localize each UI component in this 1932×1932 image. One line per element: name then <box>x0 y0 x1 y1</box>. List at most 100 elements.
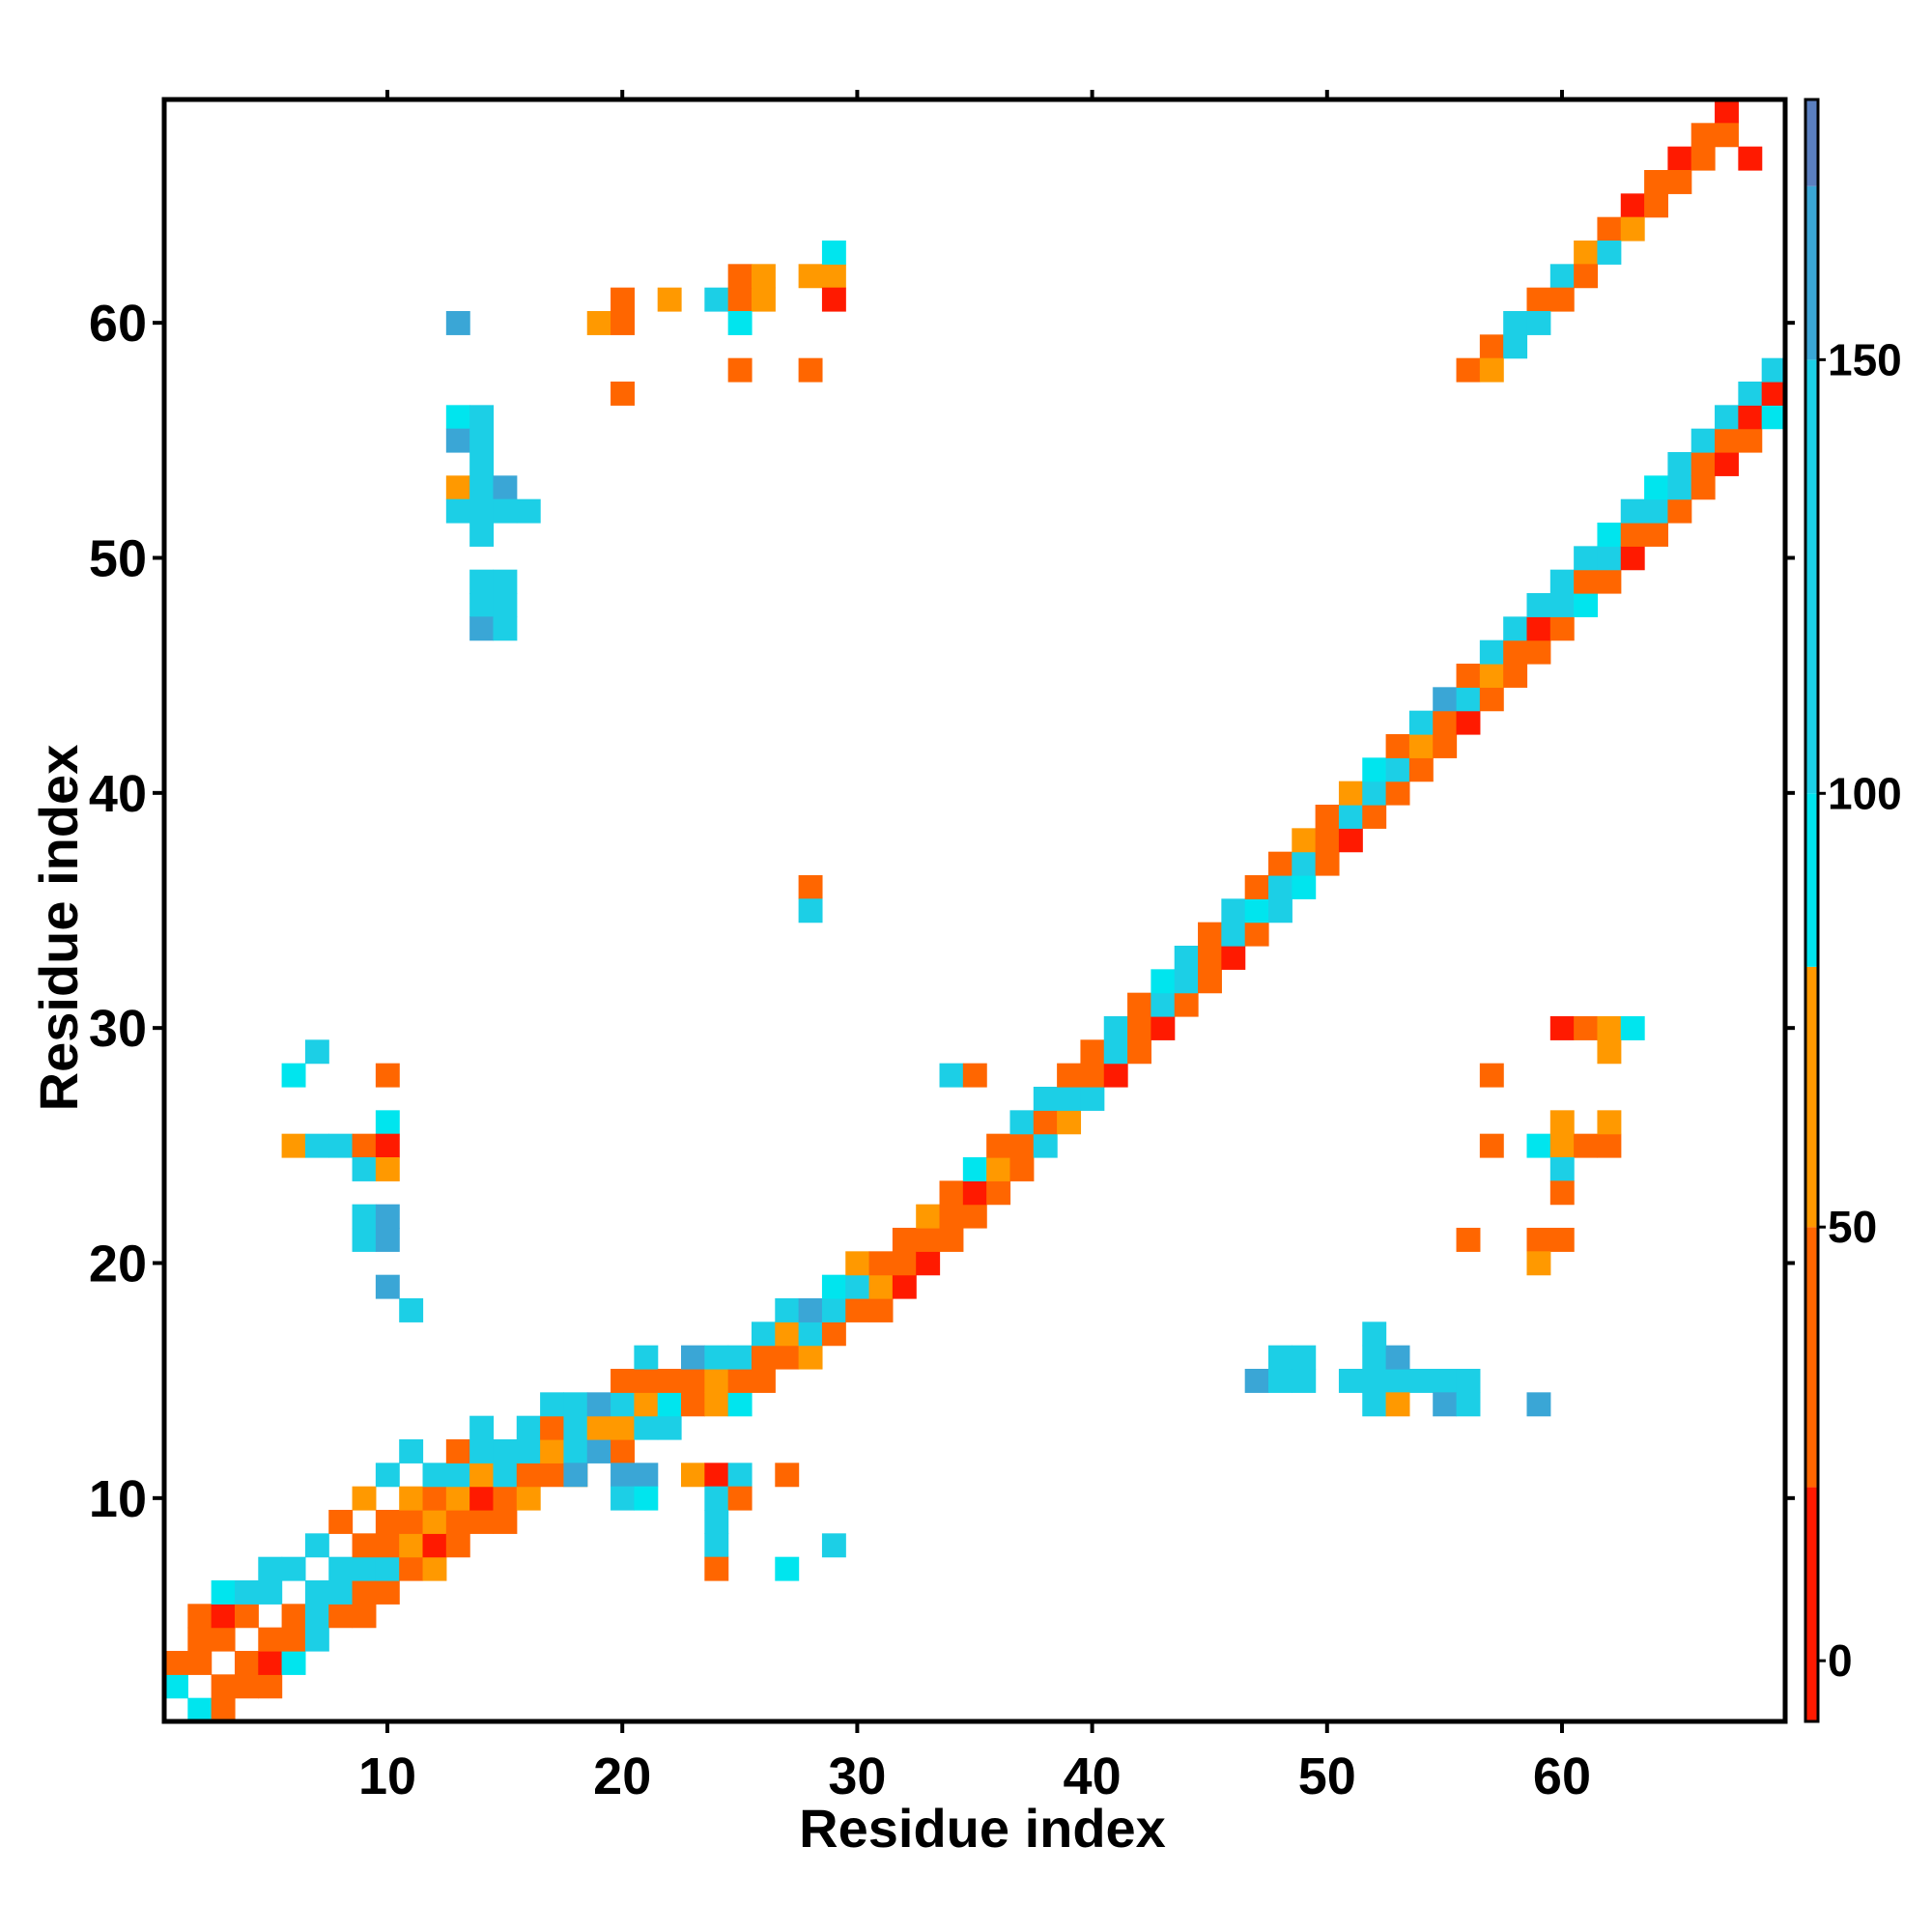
colorbar-tick-label: 150 <box>1828 334 1902 384</box>
heatmap-cell <box>634 1486 659 1511</box>
y-axis-label: Residue index <box>28 745 89 1112</box>
heatmap-cell <box>516 1463 541 1488</box>
heatmap-cell <box>1549 616 1575 641</box>
heatmap-cell <box>469 1510 495 1534</box>
heatmap-cell <box>563 1463 588 1488</box>
heatmap-cell <box>352 1486 377 1511</box>
heatmap-cell <box>352 1228 377 1252</box>
heatmap-cell <box>1433 687 1458 712</box>
heatmap-cell <box>469 1486 495 1511</box>
heatmap-cell <box>1456 1392 1481 1417</box>
heatmap-cell <box>304 1133 329 1158</box>
heatmap-cell <box>1549 1180 1575 1206</box>
heatmap-cell <box>1009 1133 1035 1158</box>
heatmap-cell <box>798 875 823 899</box>
heatmap-cell <box>751 1321 776 1347</box>
heatmap-cell <box>634 1415 659 1440</box>
heatmap-cell <box>1526 1133 1551 1158</box>
heatmap-cell <box>611 311 635 335</box>
heatmap-cell <box>211 1697 236 1722</box>
heatmap-cell <box>962 1180 987 1206</box>
heatmap-cell <box>516 1439 541 1463</box>
heatmap-cell <box>281 1556 306 1581</box>
heatmap-cell <box>962 1157 987 1181</box>
heatmap-cell <box>1667 146 1692 171</box>
heatmap-cell <box>493 1463 518 1488</box>
heatmap-cell <box>304 1604 329 1629</box>
heatmap-cell <box>775 1556 800 1581</box>
heatmap-cell <box>1221 946 1246 970</box>
heatmap-cell <box>1761 405 1786 430</box>
heatmap-cell <box>1620 1016 1645 1040</box>
heatmap-cell <box>1503 616 1528 641</box>
heatmap-cell <box>1549 1133 1575 1158</box>
heatmap-cell <box>1526 1228 1551 1252</box>
heatmap-cell <box>1690 428 1716 453</box>
heatmap-cell <box>1456 1228 1481 1252</box>
heatmap-cell <box>1479 1133 1504 1158</box>
heatmap-cell <box>1549 287 1575 312</box>
heatmap-cell <box>611 1369 635 1393</box>
heatmap-cell <box>445 1439 470 1463</box>
heatmap-cell <box>469 569 495 594</box>
heatmap-cell <box>187 1627 213 1652</box>
heatmap-cell <box>1549 1110 1575 1135</box>
heatmap-cell <box>1127 1016 1151 1040</box>
heatmap-cell <box>516 1486 541 1511</box>
heatmap-cell <box>1574 569 1599 594</box>
heatmap-cell <box>868 1298 894 1322</box>
heatmap-cell <box>375 1204 400 1229</box>
heatmap-cell <box>657 1392 682 1417</box>
heatmap-cell <box>328 1556 354 1581</box>
heatmap-cell <box>1267 875 1293 899</box>
heatmap-cell <box>681 1463 705 1488</box>
heatmap-cell <box>399 1486 424 1511</box>
heatmap-cell <box>469 405 495 430</box>
heatmap-cell <box>375 1580 400 1605</box>
colorbar-tick-label: 100 <box>1828 768 1902 818</box>
heatmap-cell <box>1597 1039 1622 1065</box>
heatmap-cell <box>845 1274 870 1299</box>
heatmap-cell <box>445 1533 470 1558</box>
heatmap-cell <box>1574 593 1599 617</box>
heatmap-cell <box>1198 946 1222 970</box>
heatmap-cell <box>962 1204 987 1229</box>
heatmap-cell <box>1103 1039 1128 1065</box>
heatmap-cell <box>704 1369 729 1393</box>
heatmap-cell <box>1244 875 1269 899</box>
heatmap-cell <box>1009 1157 1035 1181</box>
heatmap-cell <box>1526 311 1551 335</box>
heatmap-cell <box>611 1486 635 1511</box>
heatmap-cell <box>892 1228 917 1252</box>
heatmap-cell <box>962 1063 987 1088</box>
heatmap-cell <box>399 1510 424 1534</box>
heatmap-cell <box>399 1533 424 1558</box>
colorbar-band <box>1805 359 1818 794</box>
heatmap-cell <box>751 287 776 312</box>
heatmap-cell <box>1151 969 1176 994</box>
heatmap-cell <box>611 1463 635 1488</box>
y-tick-label: 50 <box>89 530 147 588</box>
heatmap-cell <box>868 1274 894 1299</box>
heatmap-cell <box>563 1439 588 1463</box>
heatmap-cell <box>1315 805 1340 829</box>
heatmap-cell <box>1127 992 1151 1017</box>
colorbar-tick-label: 50 <box>1828 1202 1877 1252</box>
heatmap-cell <box>1597 216 1622 242</box>
heatmap-cell <box>657 1369 682 1393</box>
heatmap-cell <box>1479 357 1504 383</box>
heatmap-cell <box>798 898 823 923</box>
heatmap-cell <box>281 1133 306 1158</box>
heatmap-cell <box>1690 475 1716 500</box>
heatmap-cell <box>1503 664 1528 688</box>
heatmap-cell <box>1715 428 1739 453</box>
heatmap-cell <box>1574 1133 1599 1158</box>
heatmap-cell <box>986 1180 1011 1206</box>
heatmap-cell <box>304 1039 329 1065</box>
heatmap-cell <box>821 1298 846 1322</box>
heatmap-cell <box>352 1204 377 1229</box>
heatmap-cell <box>821 264 846 289</box>
heatmap-cell <box>258 1580 283 1605</box>
heatmap-cell <box>422 1556 447 1581</box>
